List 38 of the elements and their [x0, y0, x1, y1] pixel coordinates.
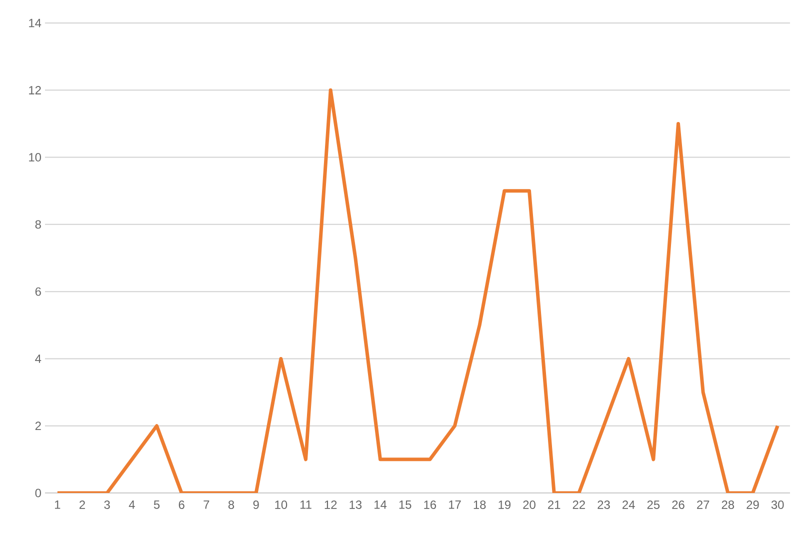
x-tick-label: 2 — [80, 500, 85, 509]
x-tick-label: 21 — [548, 500, 560, 509]
y-tick-label: 14 — [29, 18, 42, 28]
y-tick-label: 12 — [29, 86, 41, 94]
y-tick-label: 8 — [35, 220, 41, 229]
x-tick-label: 24 — [622, 500, 635, 509]
x-tick-label: 6 — [178, 500, 184, 509]
x-tick-label: 26 — [672, 500, 684, 509]
y-tick-label: 6 — [35, 287, 41, 296]
x-tick-label: 11 — [300, 500, 312, 509]
x-tick-label: 1 — [55, 500, 60, 509]
x-tick-label: 14 — [374, 500, 387, 509]
x-tick-label: 9 — [253, 500, 259, 509]
x-tick-label: 19 — [498, 500, 510, 509]
x-tick-label: 22 — [572, 500, 585, 509]
x-tick-label: 16 — [424, 500, 436, 509]
y-tick-label: 0 — [35, 488, 42, 498]
x-tick-label: 4 — [128, 500, 135, 509]
x-tick-label: 29 — [746, 500, 759, 509]
x-tick-label: 27 — [697, 500, 710, 509]
y-tick-label: 2 — [35, 422, 41, 430]
x-tick-label: 10 — [275, 500, 288, 509]
x-tick-label: 23 — [598, 500, 610, 509]
x-tick-label: 3 — [104, 500, 110, 509]
y-tick-label: 4 — [35, 354, 42, 363]
x-tick-label: 18 — [474, 500, 486, 509]
x-tick-label: 17 — [449, 500, 461, 509]
x-tick-label: 20 — [523, 500, 536, 509]
x-tick-label: 12 — [324, 500, 337, 509]
x-tick-label: 28 — [722, 500, 734, 509]
y-tick-label: 10 — [29, 153, 42, 162]
x-tick-label: 15 — [399, 500, 412, 509]
x-tick-label: 8 — [228, 500, 234, 509]
x-tick-label: 13 — [350, 500, 362, 509]
x-tick-label: 30 — [771, 500, 784, 509]
x-tick-label: 25 — [647, 500, 660, 509]
x-tick-label: 5 — [154, 500, 160, 509]
x-tick-label: 7 — [204, 500, 210, 509]
